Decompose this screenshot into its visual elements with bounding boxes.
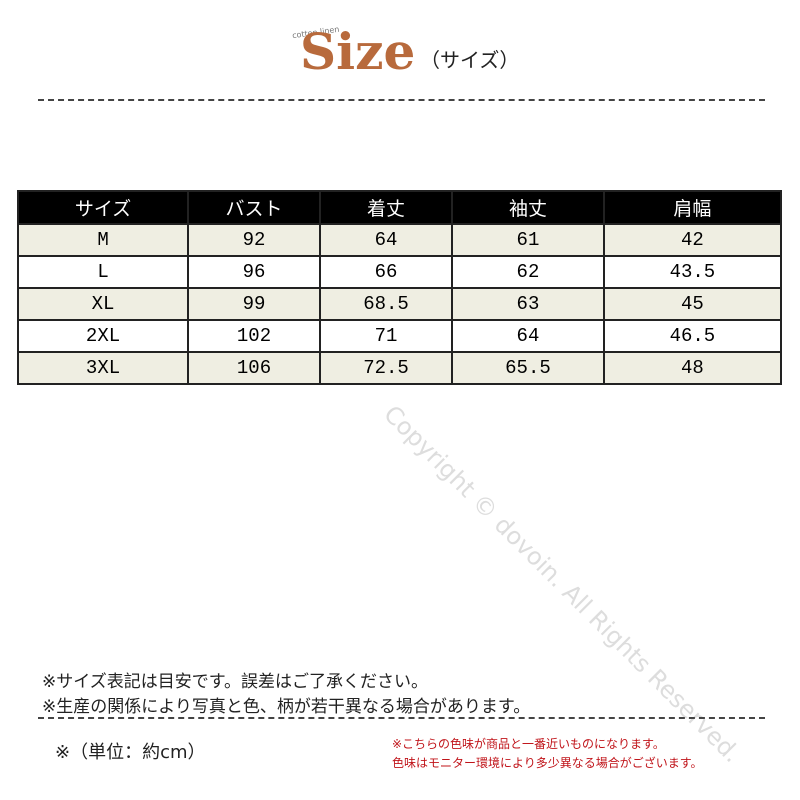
- cell: L: [16, 255, 190, 289]
- cell: 61: [451, 223, 605, 257]
- header-cell: バスト: [187, 190, 321, 225]
- cell: 48: [602, 351, 783, 385]
- cell: 66: [318, 255, 454, 289]
- row: M 92 64 61 42: [16, 223, 783, 257]
- cell: 102: [187, 319, 321, 353]
- header-cell: 袖丈: [451, 190, 605, 225]
- header-cell: 肩幅: [602, 190, 783, 225]
- cell: 106: [187, 351, 321, 385]
- title: Size: [300, 22, 416, 81]
- row: 2XL 102 71 64 46.5: [16, 319, 783, 353]
- subtitle: （サイズ）: [420, 48, 520, 72]
- unit: ※（単位：約cm）: [55, 742, 206, 763]
- cell: 71: [318, 319, 454, 353]
- cell: 64: [451, 319, 605, 353]
- row: L 96 66 62 43.5: [16, 255, 783, 289]
- note: ※サイズ表記は目安です。誤差はご了承ください。: [42, 672, 429, 692]
- cell: 46.5: [602, 319, 783, 353]
- header-row: サイズ バスト 着丈 袖丈 肩幅: [16, 190, 783, 225]
- row: XL 99 68.5 63 45: [16, 287, 783, 321]
- cell: 62: [451, 255, 605, 289]
- cell: 96: [187, 255, 321, 289]
- cell: 99: [187, 287, 321, 321]
- color-note: ※こちらの色味が商品と一番近いものになります。: [392, 737, 665, 751]
- cell: 72.5: [318, 351, 454, 385]
- size-table: サイズ バスト 着丈 袖丈 肩幅 M 92 64 61 42 L 96 66 62 43.5 XL 99 68.5…: [16, 190, 783, 385]
- divider: [38, 99, 765, 101]
- color-note: 色味はモニター環境により多少異なる場合がございます。: [392, 756, 703, 770]
- divider: [38, 717, 765, 719]
- cell: 68.5: [318, 287, 454, 321]
- header-cell: サイズ: [16, 190, 190, 225]
- cell: 63: [451, 287, 605, 321]
- cell: 3XL: [16, 351, 190, 385]
- cell: XL: [16, 287, 190, 321]
- cell: 64: [318, 223, 454, 257]
- cell: 92: [187, 223, 321, 257]
- row: 3XL 106 72.5 65.5 48: [16, 351, 783, 385]
- cell: M: [16, 223, 190, 257]
- header-cell: 着丈: [318, 190, 454, 225]
- note: ※生産の関係により写真と色、柄が若干異なる場合があります。: [42, 697, 531, 717]
- cell: 2XL: [16, 319, 190, 353]
- cell: 43.5: [602, 255, 783, 289]
- cell: 65.5: [451, 351, 605, 385]
- cell: 45: [602, 287, 783, 321]
- cell: 42: [602, 223, 783, 257]
